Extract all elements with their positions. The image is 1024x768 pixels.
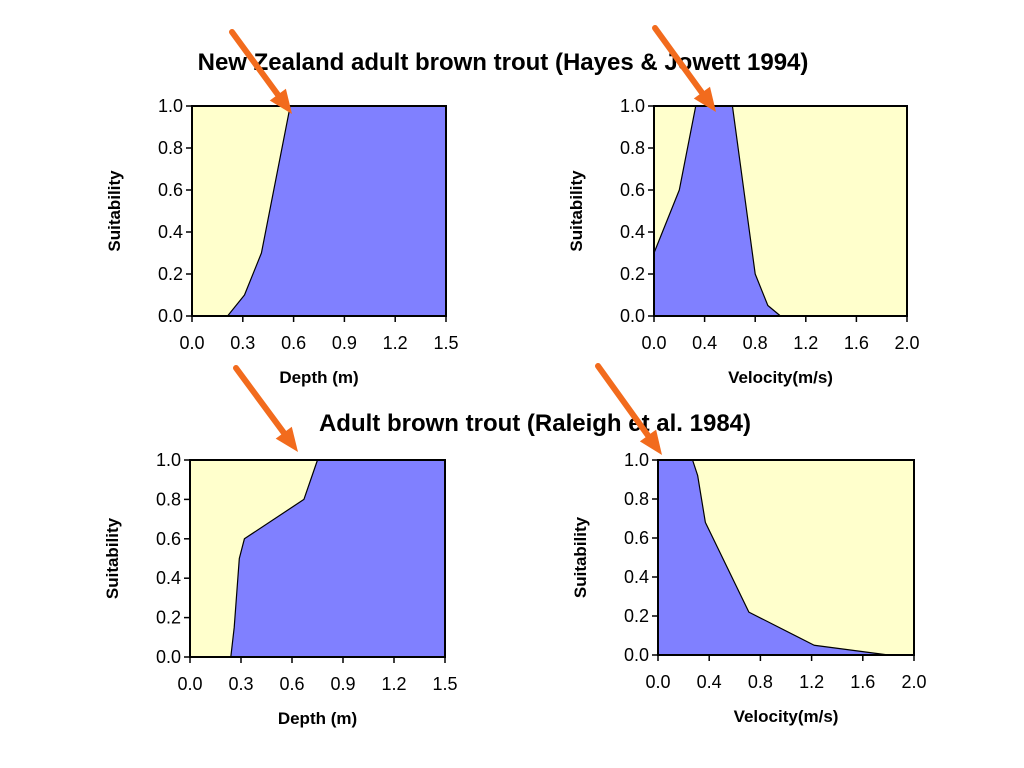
x-axis-label: Velocity(m/s)	[728, 368, 833, 387]
y-axis-label: Suitability	[571, 516, 590, 598]
x-tick-label: 1.2	[383, 333, 408, 353]
x-tick-label: 0.6	[279, 674, 304, 694]
y-tick-label: 0.0	[156, 647, 181, 667]
x-tick-label: 0.6	[281, 333, 306, 353]
plot-frame	[653, 105, 908, 317]
arrow-head	[275, 426, 298, 452]
y-tick-label: 0.6	[620, 180, 645, 200]
bottom-title: Adult brown trout (Raleigh et al. 1984)	[319, 410, 751, 437]
y-tick-label: 1.0	[620, 96, 645, 116]
y-tick-label: 0.8	[158, 138, 183, 158]
arrow-head	[269, 88, 292, 114]
y-tick-label: 1.0	[624, 450, 649, 470]
y-tick-label: 0.8	[156, 489, 181, 509]
x-tick-label: 0.0	[641, 333, 666, 353]
arrow-shaft	[233, 365, 287, 436]
x-tick-label: 2.0	[901, 672, 926, 692]
y-tick-label: 0.0	[158, 306, 183, 326]
x-tick-label: 1.2	[793, 333, 818, 353]
x-tick-label: 0.4	[692, 333, 717, 353]
y-tick-label: 0.8	[624, 489, 649, 509]
x-tick-label: 0.0	[645, 672, 670, 692]
x-tick-label: 1.2	[799, 672, 824, 692]
x-tick-label: 1.2	[381, 674, 406, 694]
y-axis-label: Suitability	[103, 517, 122, 599]
x-tick-label: 0.8	[743, 333, 768, 353]
x-tick-label: 0.4	[697, 672, 722, 692]
top-title: New Zealand adult brown trout (Hayes & J…	[198, 49, 809, 76]
plot-frame	[191, 105, 447, 317]
plot-frame	[657, 459, 915, 656]
x-axis-label: Depth (m)	[279, 368, 358, 387]
x-axis-label: Velocity(m/s)	[734, 707, 839, 726]
arrow-shaft	[229, 29, 281, 98]
y-tick-label: 0.2	[156, 608, 181, 628]
arrow-head	[639, 429, 662, 455]
y-tick-label: 0.6	[156, 529, 181, 549]
y-tick-label: 0.2	[158, 264, 183, 284]
chart-2: 0.0 0.4 0.8 1.2 1.6 2.0 0.0 0.2 0.4 0.6 0.8 1.0 Velo…	[567, 25, 920, 387]
plot-frame	[189, 459, 446, 658]
chart-1: 0.0 0.3 0.6 0.9 1.2 1.5 0.0 0.2 0.4 0.6 0.8 1.0 Dept…	[105, 29, 459, 387]
y-axis-label: Suitability	[105, 170, 124, 252]
y-tick-label: 0.4	[158, 222, 183, 242]
x-tick-label: 0.3	[228, 674, 253, 694]
y-tick-label: 0.2	[620, 264, 645, 284]
y-tick-label: 0.4	[156, 568, 181, 588]
x-tick-label: 1.6	[844, 333, 869, 353]
y-tick-label: 0.2	[624, 606, 649, 626]
y-tick-label: 0.4	[620, 222, 645, 242]
y-tick-label: 0.0	[620, 306, 645, 326]
arrow-shaft	[652, 25, 705, 96]
chart-3: 0.0 0.3 0.6 0.9 1.2 1.5 0.0 0.2 0.4 0.6 0.8 1.0 Dept…	[103, 365, 458, 728]
y-tick-label: 1.0	[158, 96, 183, 116]
x-tick-label: 0.0	[179, 333, 204, 353]
y-tick-label: 0.6	[624, 528, 649, 548]
chart-4: 0.0 0.4 0.8 1.2 1.6 2.0 0.0 0.2 0.4 0.6 0.8 1.0 Velo…	[571, 363, 927, 726]
arrow-shaft	[595, 363, 651, 439]
x-tick-label: 1.5	[432, 674, 457, 694]
x-tick-label: 0.0	[177, 674, 202, 694]
x-tick-label: 0.8	[748, 672, 773, 692]
plots-group: 0.0 0.3 0.6 0.9 1.2 1.5 0.0 0.2 0.4 0.6 0.8 1.0 Dept…	[103, 25, 927, 728]
y-tick-label: 0.8	[620, 138, 645, 158]
x-tick-label: 0.9	[330, 674, 355, 694]
x-tick-label: 0.3	[230, 333, 255, 353]
x-tick-label: 1.5	[433, 333, 458, 353]
y-tick-label: 0.6	[158, 180, 183, 200]
y-axis-label: Suitability	[567, 170, 586, 252]
y-tick-label: 1.0	[156, 450, 181, 470]
x-tick-label: 0.9	[332, 333, 357, 353]
y-tick-label: 0.4	[624, 567, 649, 587]
x-tick-label: 1.6	[850, 672, 875, 692]
x-axis-label: Depth (m)	[278, 709, 357, 728]
arrow-head	[693, 86, 716, 112]
y-tick-label: 0.0	[624, 645, 649, 665]
x-tick-label: 2.0	[894, 333, 919, 353]
